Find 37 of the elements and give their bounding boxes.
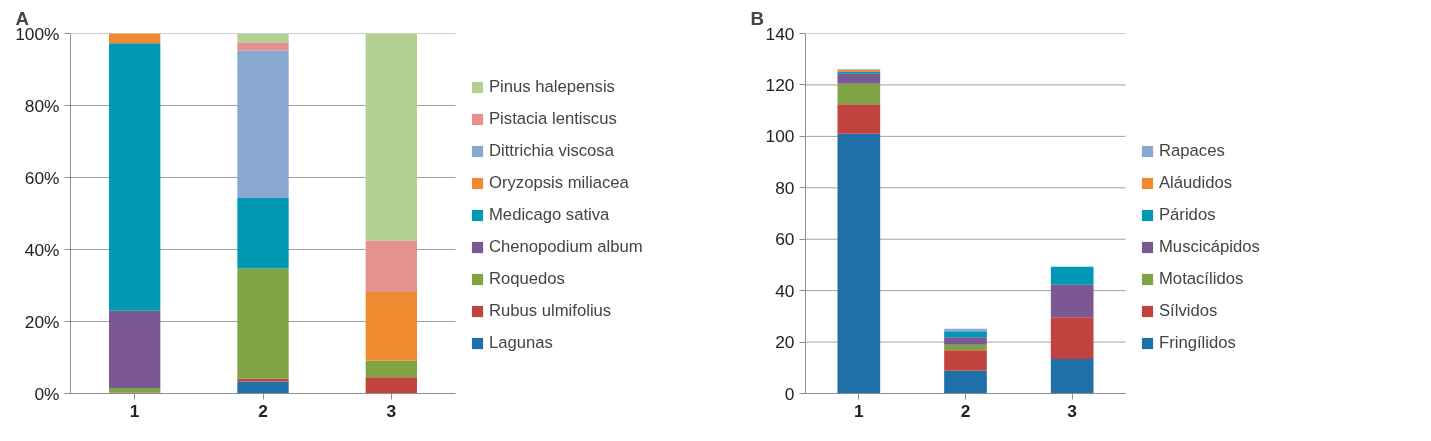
y-tick-label: 20 [775, 332, 795, 353]
legend-label: Pistacia lentiscus [489, 109, 617, 129]
x-tick-label: 1 [129, 400, 140, 421]
y-tick-label: 40 [775, 280, 795, 301]
legend-label: Motacílidos [1159, 269, 1244, 289]
legend-label: Medicago sativa [489, 205, 610, 225]
legend-label: Chenopodium album [489, 237, 643, 257]
legend-label: Roquedos [489, 269, 565, 289]
y-tick-label: 80 [775, 177, 795, 198]
y-tick-label: 40% [24, 239, 60, 260]
x-tick-label: 1 [854, 400, 865, 421]
legend-label: Lagunas [489, 333, 553, 353]
x-tick-label: 2 [960, 400, 971, 421]
x-tick-label: 2 [258, 400, 268, 421]
legend-label: Fringílidos [1159, 333, 1236, 353]
y-tick-label: 0 [784, 383, 795, 404]
legend-label: Dittrichia viscosa [489, 141, 614, 161]
y-tick-label: 120 [765, 74, 795, 95]
legend-label: Páridos [1159, 205, 1216, 225]
y-tick-label: 140 [765, 23, 795, 44]
legend-label: Aláudidos [1159, 173, 1233, 193]
legend-label: Oryzopsis miliacea [489, 173, 629, 193]
y-tick-label: 60% [24, 167, 60, 188]
legend-label: Sílvidos [1159, 301, 1218, 321]
x-tick-label: 3 [1067, 400, 1078, 421]
y-tick-label: 0% [34, 383, 60, 404]
chart-title: A [15, 7, 29, 29]
legend-label: Rapaces [1159, 141, 1225, 161]
x-tick-label: 3 [386, 400, 397, 421]
legend-label: Rubus ulmifolius [489, 301, 612, 321]
y-tick-label: 100 [765, 126, 795, 147]
chart-title: B [750, 7, 764, 29]
y-tick-label: 80% [24, 95, 60, 116]
y-tick-label: 60 [775, 229, 795, 250]
y-tick-label: 20% [24, 311, 60, 332]
legend-label: Muscicápidos [1159, 237, 1260, 257]
legend-label: Pinus halepensis [489, 77, 615, 97]
